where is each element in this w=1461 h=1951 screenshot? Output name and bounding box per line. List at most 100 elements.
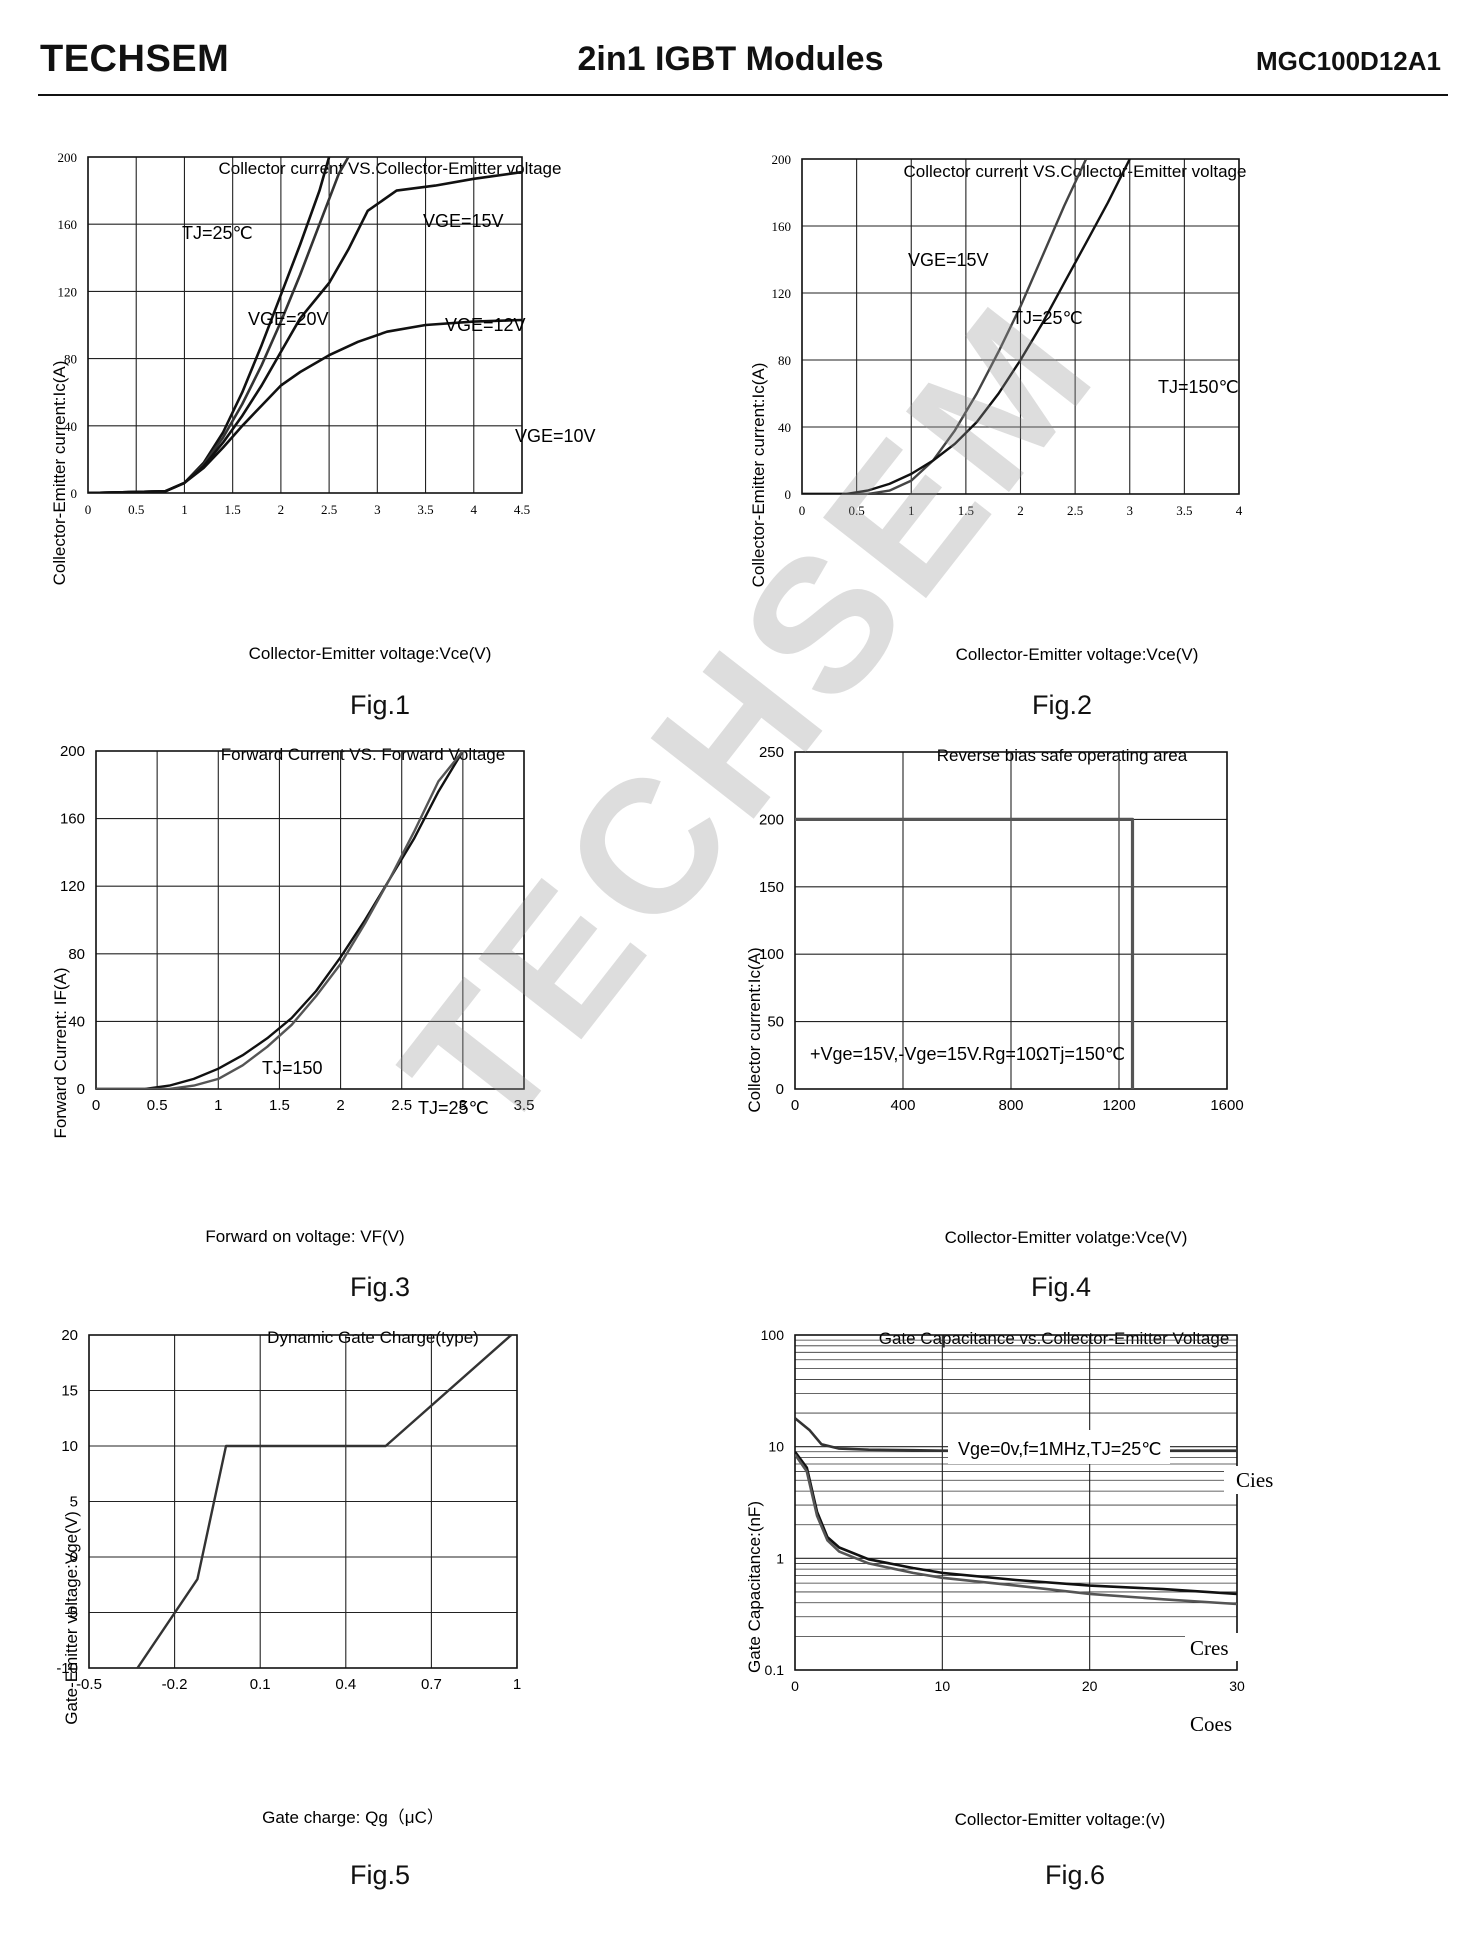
y-tick-label: 0 xyxy=(71,486,78,501)
chart-1-title: Collector current VS.Collector-Emitter v… xyxy=(219,159,562,178)
x-tick-label: 30 xyxy=(1229,1678,1245,1694)
x-tick-label: 800 xyxy=(998,1097,1023,1114)
x-tick-label: 2.5 xyxy=(391,1097,412,1114)
chart-6-cies-label-box xyxy=(1224,1466,1290,1494)
chart-5-ylabel: Gate-Emitter voltage:Vge(V) xyxy=(62,1511,81,1725)
chart-6-coes-label-box xyxy=(1185,1710,1245,1738)
x-tick-label: 0.1 xyxy=(250,1676,271,1693)
x-tick-label: 3 xyxy=(374,502,381,517)
y-tick-label: 80 xyxy=(64,352,77,367)
x-tick-label: 0 xyxy=(799,503,806,518)
plot-frame xyxy=(88,1334,518,1669)
y-tick-label: 120 xyxy=(60,878,85,895)
figure-4-label: Fig.4 xyxy=(1030,1272,1092,1302)
figure-5-label: Fig.5 xyxy=(349,1860,411,1890)
y-tick-label: 40 xyxy=(64,419,77,434)
chart-1-ylabel: Collector-Emitter current:Ic(A) xyxy=(50,361,69,586)
y-tick-label: 160 xyxy=(60,811,85,828)
chart-2-annotation-vge: VGE=15V xyxy=(908,250,989,270)
x-tick-label: 0.5 xyxy=(128,502,144,517)
y-tick-label: 0 xyxy=(70,1549,78,1566)
brand-name: TECHSEM xyxy=(40,38,230,80)
y-tick-label: 80 xyxy=(778,353,791,368)
chart-4-ylabel: Collector current:Ic(A) xyxy=(745,947,764,1112)
x-tick-label: 1.5 xyxy=(269,1097,290,1114)
chart-1-annotation-vge12: VGE=12V xyxy=(445,315,526,335)
y-tick-label: 40 xyxy=(778,420,791,435)
x-tick-label: 0.5 xyxy=(849,503,865,518)
model-number: MGC100D12A1 xyxy=(1256,46,1441,76)
y-tick-label: 10 xyxy=(768,1439,784,1455)
chart-6-ylabel: Gate Capacitance:(nF) xyxy=(745,1501,764,1673)
x-tick-label: 0 xyxy=(791,1097,799,1114)
x-tick-label: 1 xyxy=(181,502,188,517)
page-header: TECHSEM 2in1 IGBT Modules MGC100D12A1 xyxy=(0,0,1461,100)
chart-2-annotation-tj25: TJ=25℃ xyxy=(1012,308,1083,328)
y-tick-label: 0 xyxy=(785,487,792,502)
y-tick-label: 200 xyxy=(759,811,784,828)
y-tick-label: 250 xyxy=(759,744,784,761)
series-line-vge xyxy=(136,1335,513,1668)
y-tick-label: 0 xyxy=(776,1081,784,1098)
x-tick-label: 4 xyxy=(471,502,478,517)
chart-1: Collector current VS.Collector-Emitter v… xyxy=(50,150,596,663)
y-tick-label: 200 xyxy=(60,743,85,760)
x-tick-label: 3.5 xyxy=(1176,503,1192,518)
x-tick-label: 0 xyxy=(791,1678,799,1694)
y-tick-label: 200 xyxy=(772,152,792,167)
x-tick-label: 20 xyxy=(1082,1678,1098,1694)
chart-3-ylabel: Forward Current: IF(A) xyxy=(51,968,70,1139)
y-tick-label: 5 xyxy=(70,1494,78,1511)
x-tick-label: 1200 xyxy=(1102,1097,1135,1114)
x-tick-label: 400 xyxy=(890,1097,915,1114)
chart-6-xlabel: Collector-Emitter voltage:(v) xyxy=(955,1810,1166,1829)
y-tick-label: 40 xyxy=(68,1013,85,1030)
chart-6-title: Gate Capacitance vs.Collector-Emitter Vo… xyxy=(879,1329,1230,1348)
x-tick-label: 3.5 xyxy=(417,502,433,517)
x-tick-label: 10 xyxy=(935,1678,951,1694)
series-line-coes xyxy=(795,1453,1237,1606)
chart-6: Gate Capacitance vs.Collector-Emitter Vo… xyxy=(745,1327,1290,1829)
x-tick-label: 3 xyxy=(459,1097,467,1114)
chart-4-xlabel: Collector-Emitter volatge:Vce(V) xyxy=(945,1228,1188,1247)
y-tick-label: -10 xyxy=(56,1660,78,1677)
y-tick-label: 150 xyxy=(759,879,784,896)
y-tick-label: 0.1 xyxy=(765,1662,785,1678)
chart-2: Collector current VS.Collector-Emitter v… xyxy=(749,152,1246,664)
y-tick-label: 10 xyxy=(61,1438,78,1455)
y-tick-label: 160 xyxy=(58,217,78,232)
x-tick-label: 0.5 xyxy=(147,1097,168,1114)
chart-6-annotation-box xyxy=(948,1430,1170,1464)
figure-1-label: Fig.1 xyxy=(349,690,411,720)
chart-1-xlabel: Collector-Emitter voltage:Vce(V) xyxy=(249,644,492,663)
chart-6-coes-label: Coes xyxy=(1190,1712,1232,1736)
y-tick-label: 200 xyxy=(58,150,78,165)
chart-2-xlabel: Collector-Emitter voltage:Vce(V) xyxy=(956,645,1199,664)
y-tick-label: 0 xyxy=(77,1081,85,1098)
y-tick-label: 120 xyxy=(772,286,792,301)
series-line-tj-25- xyxy=(96,751,464,1089)
chart-1-annotation-vge20: VGE=20V xyxy=(248,309,329,329)
chart-6-cies-label: Cies xyxy=(1236,1468,1273,1492)
chart-1-annotation-tj: TJ=25℃ xyxy=(182,223,253,243)
series-line-rbsoa xyxy=(795,817,1135,1089)
y-tick-label: 1 xyxy=(776,1550,784,1566)
chart-3-annotation-tj150: TJ=150 xyxy=(262,1058,323,1078)
series-line-tj-25- xyxy=(802,159,1088,494)
y-tick-label: 100 xyxy=(759,946,784,963)
y-tick-label: 50 xyxy=(767,1014,784,1031)
chart-3-xlabel: Forward on voltage: VF(V) xyxy=(205,1227,404,1246)
series-line-cres xyxy=(795,1451,1237,1596)
x-tick-label: 1.5 xyxy=(225,502,241,517)
x-tick-label: 2 xyxy=(278,502,285,517)
x-tick-label: -0.2 xyxy=(162,1676,188,1693)
chart-3-title: Forward Current VS. Forward Voltage xyxy=(221,745,505,764)
x-tick-label: 2 xyxy=(1017,503,1024,518)
x-tick-label: 1.5 xyxy=(958,503,974,518)
x-tick-label: 1600 xyxy=(1210,1097,1243,1114)
chart-2-annotation-tj150: TJ=150℃ xyxy=(1158,377,1239,397)
chart-6-annotation: Vge=0v,f=1MHz,TJ=25℃ xyxy=(958,1439,1161,1459)
chart-3-annotation-tj25: TJ=25℃ xyxy=(418,1098,489,1118)
x-tick-label: 3 xyxy=(1127,503,1134,518)
x-tick-label: 0.7 xyxy=(421,1676,442,1693)
